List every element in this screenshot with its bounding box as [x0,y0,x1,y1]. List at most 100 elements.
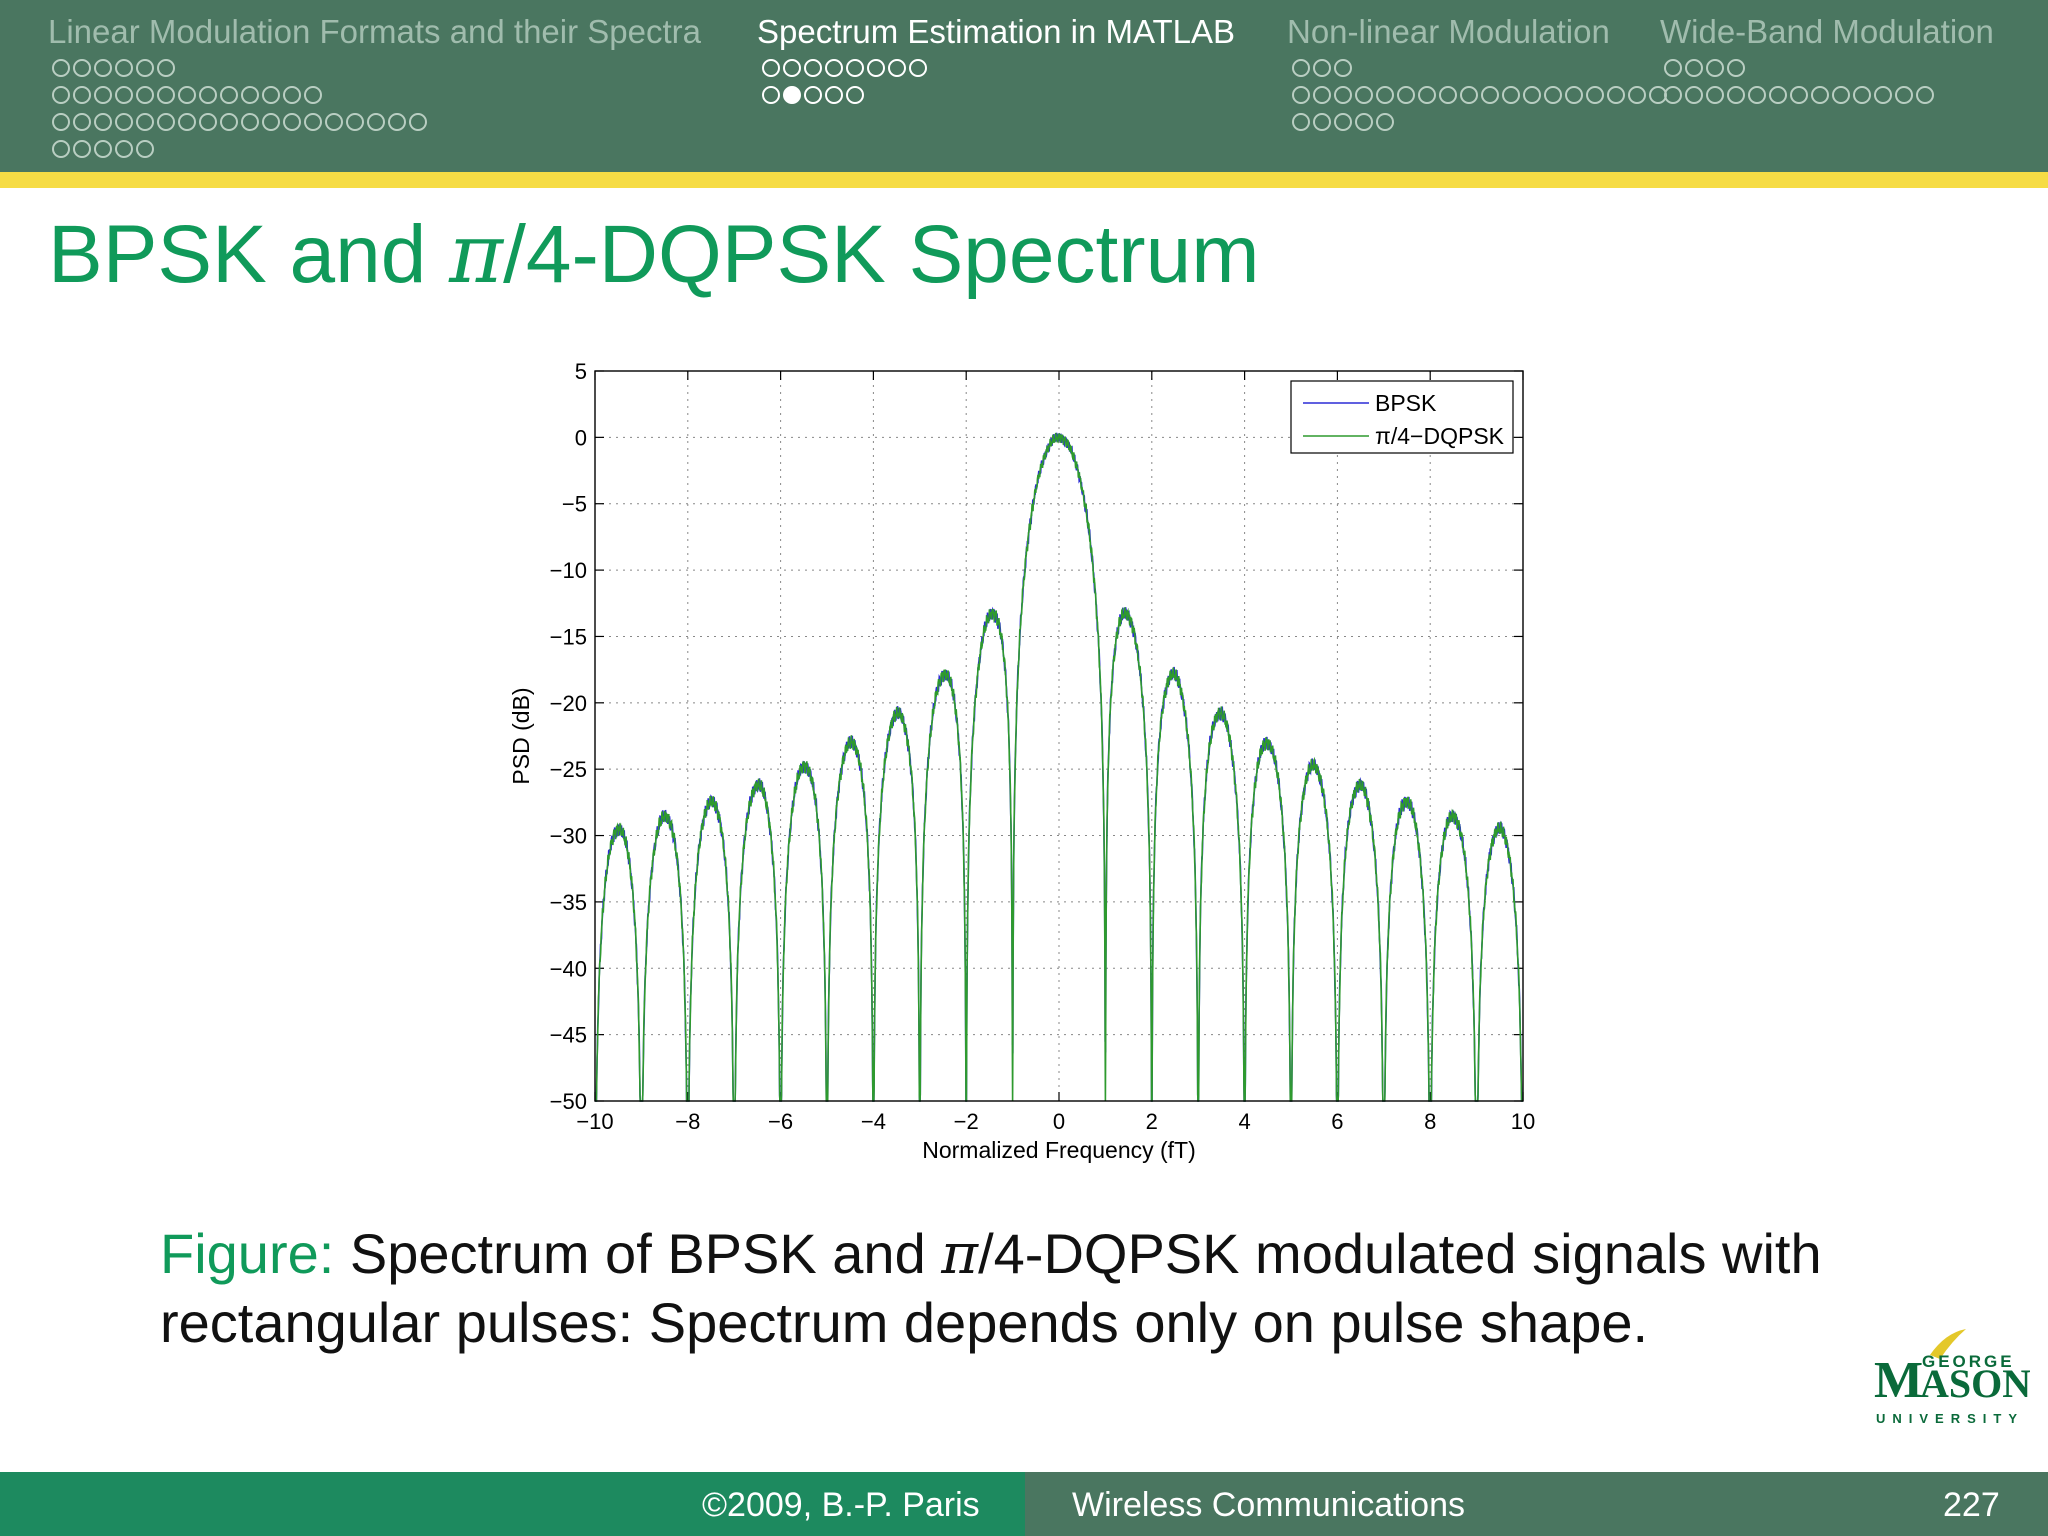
nav-slide-dot[interactable] [73,85,91,104]
nav-slide-dot[interactable] [115,112,133,131]
nav-slide-dot[interactable] [1706,85,1724,104]
nav-slide-dot[interactable] [115,139,133,158]
nav-section-title[interactable]: Wide-Band Modulation [1660,13,1994,50]
nav-slide-dot[interactable] [825,58,843,77]
nav-slide-dot[interactable] [94,112,112,131]
nav-slide-dot[interactable] [220,85,238,104]
nav-slide-dot[interactable] [1706,58,1724,77]
nav-section-3[interactable]: Wide-Band Modulation [1660,10,1994,108]
nav-slide-dot[interactable] [1685,58,1703,77]
nav-slide-dot[interactable] [304,85,322,104]
nav-slide-dot[interactable] [136,139,154,158]
nav-section-title[interactable]: Non-linear Modulation [1287,13,1610,50]
nav-slide-dot[interactable] [1376,85,1394,104]
nav-slide-dot[interactable] [1586,85,1604,104]
nav-slide-dot[interactable] [1313,112,1331,131]
nav-slide-dot[interactable] [762,85,780,104]
nav-slide-dot[interactable] [199,112,217,131]
nav-slide-dot[interactable] [1874,85,1892,104]
nav-slide-dot[interactable] [367,112,385,131]
nav-slide-dot[interactable] [1481,85,1499,104]
nav-slide-dot[interactable] [388,112,406,131]
nav-slide-dot[interactable] [1748,85,1766,104]
nav-slide-dot[interactable] [888,58,906,77]
nav-slide-dot[interactable] [178,112,196,131]
nav-section-title[interactable]: Spectrum Estimation in MATLAB [757,13,1236,50]
nav-slide-dot[interactable] [283,112,301,131]
nav-slide-dot[interactable] [136,112,154,131]
nav-slide-dot[interactable] [1664,85,1682,104]
nav-slide-dot[interactable] [52,112,70,131]
nav-slide-dot[interactable] [909,58,927,77]
nav-slide-dot[interactable] [1916,85,1934,104]
nav-slide-dot[interactable] [52,58,70,77]
nav-slide-dot[interactable] [1523,85,1541,104]
nav-slide-dot[interactable] [1313,58,1331,77]
nav-slide-dot[interactable] [762,58,780,77]
nav-slide-dot[interactable] [867,58,885,77]
nav-slide-dot[interactable] [94,85,112,104]
nav-slide-dot[interactable] [157,112,175,131]
nav-slide-dot[interactable] [94,58,112,77]
nav-slide-dot[interactable] [804,85,822,104]
nav-slide-dot[interactable] [73,112,91,131]
nav-slide-dot[interactable] [1727,58,1745,77]
nav-slide-dot[interactable] [262,85,280,104]
nav-slide-dot[interactable] [783,58,801,77]
nav-slide-dot[interactable] [241,85,259,104]
nav-slide-dot[interactable] [325,112,343,131]
nav-slide-dot[interactable] [1628,85,1646,104]
nav-slide-dot[interactable] [262,112,280,131]
nav-slide-dot[interactable] [1292,112,1310,131]
nav-slide-dot[interactable] [136,58,154,77]
nav-slide-dot[interactable] [304,112,322,131]
nav-slide-dot[interactable] [846,85,864,104]
nav-slide-dot[interactable] [1355,112,1373,131]
nav-slide-dot[interactable] [220,112,238,131]
nav-slide-dot[interactable] [199,85,217,104]
nav-slide-dot[interactable] [1292,85,1310,104]
nav-slide-dot[interactable] [846,58,864,77]
nav-slide-dot[interactable] [157,85,175,104]
nav-section-title[interactable]: Linear Modulation Formats and their Spec… [48,13,702,50]
nav-slide-dot[interactable] [804,58,822,77]
nav-slide-dot[interactable] [52,85,70,104]
nav-slide-dot[interactable] [283,85,301,104]
nav-slide-dot[interactable] [1544,85,1562,104]
nav-slide-dot[interactable] [1685,85,1703,104]
nav-slide-dot[interactable] [52,139,70,158]
nav-slide-dot[interactable] [73,139,91,158]
nav-slide-dot[interactable] [825,85,843,104]
nav-slide-dot[interactable] [1895,85,1913,104]
nav-slide-dot[interactable] [1334,85,1352,104]
nav-slide-dot[interactable] [1334,58,1352,77]
nav-slide-dot[interactable] [1769,85,1787,104]
nav-slide-dot[interactable] [1376,112,1394,131]
nav-slide-dot[interactable] [115,85,133,104]
nav-slide-dot[interactable] [1853,85,1871,104]
nav-slide-dot[interactable] [1832,85,1850,104]
nav-slide-dot[interactable] [73,58,91,77]
nav-slide-dot[interactable] [346,112,364,131]
nav-slide-dot[interactable] [1397,85,1415,104]
nav-slide-dot[interactable] [1664,58,1682,77]
nav-section-1[interactable]: Spectrum Estimation in MATLAB [757,10,1235,108]
nav-slide-dot[interactable] [409,112,427,131]
nav-slide-dot[interactable] [1565,85,1583,104]
nav-section-2[interactable]: Non-linear Modulation [1287,10,1670,135]
nav-slide-dot[interactable] [115,58,133,77]
nav-slide-dot[interactable] [1439,85,1457,104]
nav-slide-dot[interactable] [1502,85,1520,104]
nav-slide-dot[interactable] [1727,85,1745,104]
nav-slide-dot[interactable] [157,58,175,77]
nav-slide-dot[interactable] [1292,58,1310,77]
nav-slide-dot[interactable] [1334,112,1352,131]
nav-section-0[interactable]: Linear Modulation Formats and their Spec… [48,10,701,162]
nav-slide-dot[interactable] [1313,85,1331,104]
nav-slide-dot[interactable] [1460,85,1478,104]
nav-slide-dot[interactable] [1790,85,1808,104]
nav-slide-dot[interactable] [136,85,154,104]
nav-slide-dot[interactable] [94,139,112,158]
nav-slide-dot[interactable] [783,85,801,104]
nav-slide-dot[interactable] [178,85,196,104]
